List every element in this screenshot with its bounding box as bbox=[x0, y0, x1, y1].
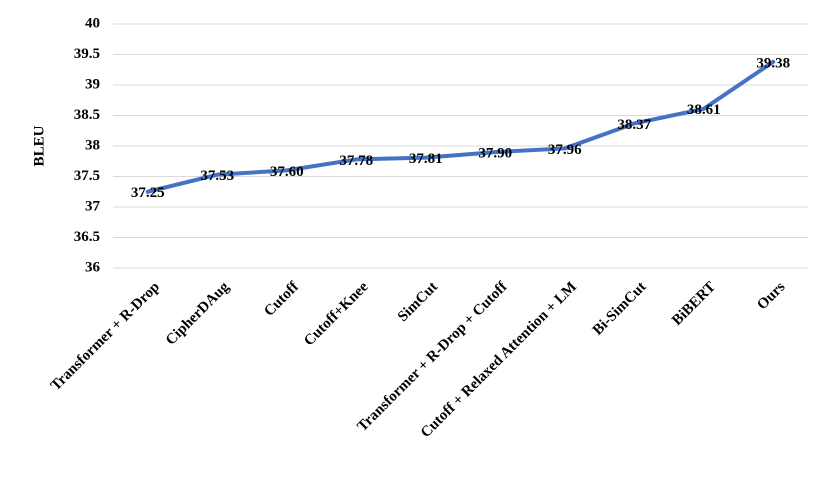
data-label: 37.96 bbox=[548, 142, 582, 158]
y-tick-label: 37.5 bbox=[74, 168, 100, 184]
y-tick-label: 39 bbox=[85, 76, 100, 92]
data-label: 38.61 bbox=[687, 102, 721, 118]
data-label: 37.60 bbox=[270, 164, 304, 180]
data-label: 37.81 bbox=[409, 151, 443, 167]
data-line bbox=[145, 59, 776, 194]
data-label: 37.25 bbox=[131, 185, 165, 201]
y-tick-label: 37 bbox=[85, 198, 101, 214]
y-tick-label: 40 bbox=[85, 15, 100, 31]
x-tick-label: Transformer + R-Drop bbox=[48, 279, 163, 394]
x-tick-label: Cutoff+Knee bbox=[301, 279, 372, 350]
x-tick-label: Cutoff bbox=[261, 278, 302, 319]
data-label: 38.37 bbox=[617, 117, 651, 133]
x-tick-label: SimCut bbox=[395, 279, 441, 325]
x-tick-label: BiBERT bbox=[669, 279, 719, 329]
data-label: 37.90 bbox=[478, 146, 512, 162]
x-tick-label: Cutoff + Relaxed Attention + LM bbox=[418, 279, 580, 441]
x-tick-label: Bi-SimCut bbox=[590, 279, 650, 339]
data-label: 37.78 bbox=[339, 153, 373, 169]
x-tick-label: Ours bbox=[754, 279, 788, 313]
data-label: 39.38 bbox=[756, 55, 790, 71]
y-tick-label: 36.5 bbox=[74, 229, 100, 245]
x-tick-label: Transformer + R-Drop + Cutoff bbox=[355, 278, 512, 435]
x-tick-label: CipherDAug bbox=[163, 279, 233, 349]
y-tick-label: 39.5 bbox=[74, 46, 100, 62]
y-axis-label: BLEU bbox=[31, 125, 47, 166]
data-label: 37.53 bbox=[200, 168, 234, 184]
y-tick-label: 38.5 bbox=[74, 107, 100, 123]
y-tick-label: 38 bbox=[85, 137, 100, 153]
y-tick-label: 36 bbox=[85, 259, 101, 275]
